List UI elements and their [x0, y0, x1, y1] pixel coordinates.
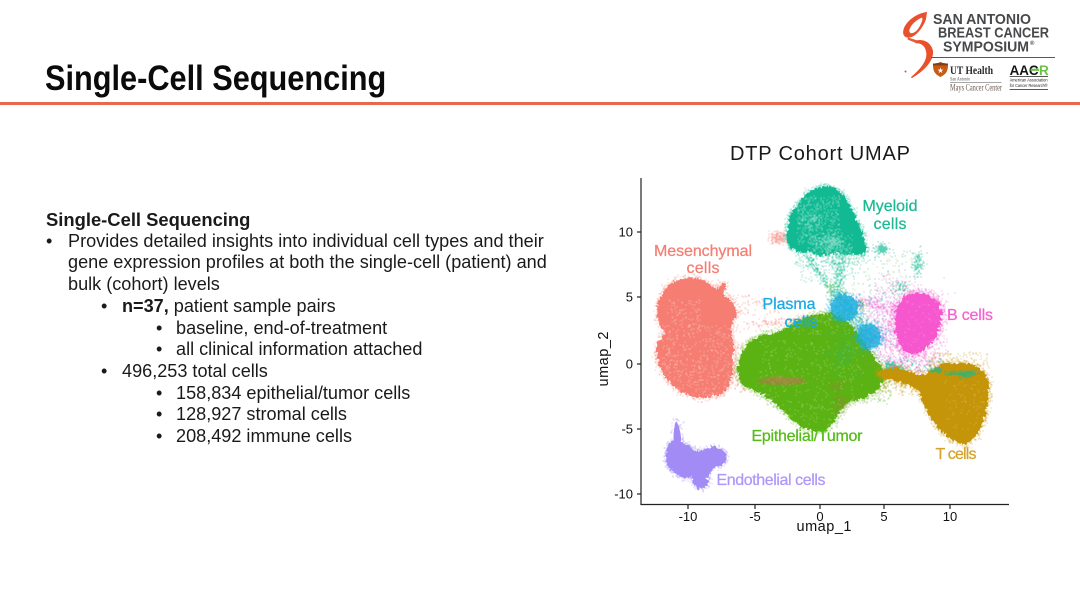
svg-text:cells: cells — [687, 260, 720, 277]
svg-text:SAN ANTONIO: SAN ANTONIO — [933, 11, 1031, 28]
svg-text:cells: cells — [785, 314, 818, 331]
svg-text:San Antonio: San Antonio — [950, 77, 970, 83]
svg-text:American Association: American Association — [1010, 78, 1048, 84]
svg-text:Mays Cancer Center: Mays Cancer Center — [950, 83, 1002, 93]
svg-text:Endothelial cells: Endothelial cells — [717, 472, 826, 489]
svg-text:10: 10 — [943, 509, 957, 524]
svg-text:-5: -5 — [621, 422, 633, 437]
svg-text:★: ★ — [937, 66, 944, 75]
svg-text:AAC: AAC — [1010, 63, 1039, 78]
svg-text:®: ® — [1030, 40, 1035, 47]
svg-text:cells: cells — [874, 216, 907, 233]
svg-text:umap_1: umap_1 — [797, 519, 852, 535]
svg-text:0: 0 — [626, 357, 633, 372]
svg-text:5: 5 — [880, 509, 887, 524]
svg-text:Epithelial/Tumor: Epithelial/Tumor — [752, 428, 864, 445]
svg-text:T cells: T cells — [936, 446, 977, 463]
svg-text:UT Health: UT Health — [950, 65, 993, 77]
svg-text:umap_2: umap_2 — [596, 332, 612, 387]
svg-text:SYMPOSIUM: SYMPOSIUM — [943, 38, 1029, 55]
svg-text:10: 10 — [619, 225, 633, 240]
svg-text:BREAST CANCER: BREAST CANCER — [938, 25, 1049, 42]
svg-text:5: 5 — [626, 290, 633, 305]
svg-text:for Cancer Research®: for Cancer Research® — [1010, 82, 1048, 89]
svg-text:Myeloid: Myeloid — [863, 198, 918, 215]
svg-text:R: R — [1039, 63, 1049, 78]
svg-text:Plasma: Plasma — [763, 296, 816, 313]
svg-text:DTP Cohort UMAP: DTP Cohort UMAP — [730, 143, 910, 165]
svg-text:B cells: B cells — [947, 307, 993, 324]
svg-text:-5: -5 — [749, 509, 761, 524]
svg-text:-10: -10 — [614, 487, 633, 502]
svg-text:0: 0 — [816, 509, 823, 524]
svg-text:-10: -10 — [679, 509, 698, 524]
svg-text:Mesenchymal: Mesenchymal — [654, 243, 752, 260]
